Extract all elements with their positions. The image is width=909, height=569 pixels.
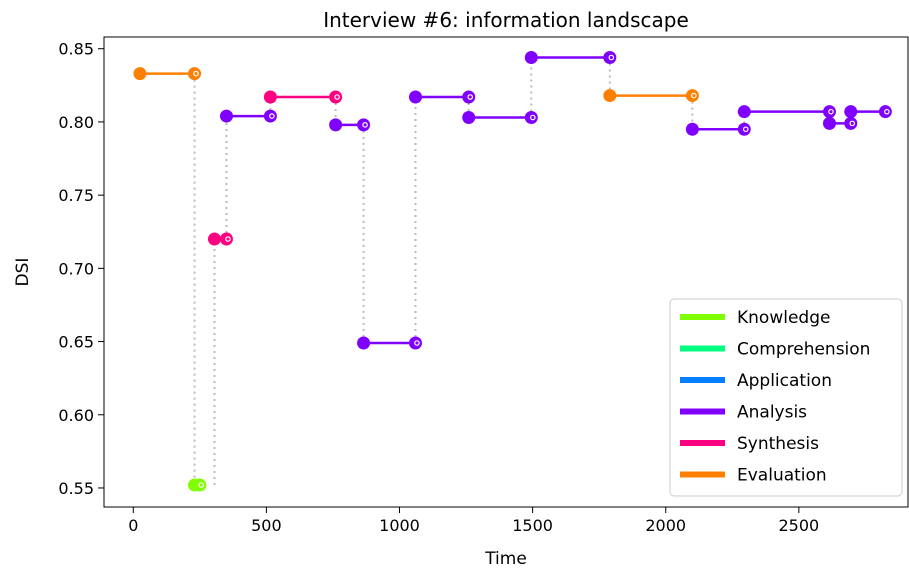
- y-axis-ticks: 0.55 0.60 0.65 0.70 0.75 0.80 0.85: [58, 40, 104, 498]
- segment-start-point: [219, 109, 233, 123]
- segment-end-point: [219, 232, 233, 246]
- segment-end-ring: [828, 108, 834, 115]
- segment-end-point: [878, 105, 892, 119]
- segment-start-point: [737, 105, 751, 119]
- x-tick-label: 0: [128, 516, 138, 535]
- segment-end-point: [329, 90, 343, 104]
- segment-analysis: [822, 116, 858, 130]
- y-tick-label: 0.60: [58, 406, 94, 425]
- segment-end-point: [685, 89, 699, 103]
- segment-end-point: [524, 111, 538, 125]
- segment-end-ring: [884, 108, 890, 115]
- legend-label: Analysis: [737, 403, 807, 423]
- segment-analysis: [685, 122, 751, 136]
- segment-end-point: [188, 67, 202, 81]
- segment-start-point: [357, 336, 371, 350]
- segment-end-ring: [529, 114, 536, 121]
- plot-frame: [103, 36, 909, 508]
- segment-end-ring: [414, 340, 420, 346]
- legend-item-comprehension: Comprehension: [680, 340, 870, 360]
- segment-end-point: [822, 105, 836, 119]
- segment-end-point: [193, 478, 207, 492]
- segment-evaluation: [133, 67, 202, 81]
- segment-start-point: [207, 232, 221, 246]
- y-tick-label: 0.70: [58, 259, 94, 278]
- chart-title: Interview #6: information landscape: [323, 8, 689, 32]
- segment-end-ring: [467, 94, 474, 100]
- segment-end-ring: [742, 126, 749, 133]
- legend-item-analysis: Analysis: [680, 403, 807, 423]
- y-tick-label: 0.55: [58, 479, 94, 498]
- segment-start-point: [822, 116, 836, 130]
- x-axis-ticks: 0 500 1000 1500 2000 2500: [128, 507, 819, 535]
- y-tick-label: 0.80: [58, 113, 94, 132]
- legend-label: Knowledge: [737, 308, 830, 328]
- legend-label: Synthesis: [737, 434, 819, 454]
- y-tick-label: 0.85: [58, 40, 94, 59]
- segment-start-point: [408, 90, 422, 104]
- segment-knowledge: [188, 478, 207, 492]
- legend-item-synthesis: Synthesis: [680, 434, 819, 454]
- segment-end-point: [357, 118, 371, 132]
- segment-end-ring: [225, 236, 231, 242]
- segment-end-point: [603, 50, 617, 64]
- segment-start-point: [329, 118, 343, 132]
- segment-end-ring: [269, 113, 275, 119]
- segment-end-ring: [608, 54, 615, 61]
- x-tick-label: 500: [251, 516, 282, 535]
- segment-end-ring: [362, 122, 368, 128]
- segment-start-point: [844, 105, 858, 119]
- segment-start-point: [524, 50, 538, 64]
- segment-start-point: [685, 122, 699, 136]
- segment-synthesis: [263, 90, 343, 104]
- segment-end-ring: [334, 94, 340, 100]
- data-segments: [133, 50, 892, 492]
- segment-end-point: [263, 109, 277, 123]
- segment-analysis: [408, 90, 476, 104]
- legend-box: [669, 298, 903, 497]
- segment-synthesis: [207, 232, 233, 246]
- segment-analysis: [219, 109, 277, 123]
- x-axis-label: Time: [484, 549, 527, 569]
- segment-analysis: [329, 118, 371, 132]
- segment-end-point: [844, 116, 858, 130]
- legend: Knowledge Comprehension Application Analysi…: [669, 298, 903, 497]
- segment-analysis: [357, 336, 422, 350]
- legend-label: Comprehension: [737, 340, 870, 360]
- segment-end-ring: [198, 482, 205, 488]
- segment-start-point: [263, 90, 277, 104]
- segment-start-point: [462, 111, 476, 125]
- segment-analysis: [524, 50, 617, 64]
- segment-start-point: [133, 67, 147, 81]
- segment-end-point: [737, 122, 751, 136]
- segment-end-point: [408, 336, 422, 350]
- legend-label: Application: [737, 371, 832, 391]
- segment-evaluation: [603, 89, 699, 103]
- segment-end-ring: [193, 70, 199, 77]
- connector-lines: [193, 57, 852, 486]
- x-tick-label: 1000: [379, 516, 420, 535]
- y-tick-label: 0.65: [58, 333, 94, 352]
- segment-end-ring: [849, 120, 856, 127]
- legend-item-application: Application: [680, 371, 832, 391]
- segment-analysis: [462, 111, 538, 125]
- legend-item-knowledge: Knowledge: [680, 308, 830, 328]
- segment-start-point: [603, 89, 617, 103]
- segment-analysis: [737, 105, 836, 119]
- y-tick-label: 0.75: [58, 186, 94, 205]
- segment-end-point: [462, 90, 476, 104]
- legend-label: Evaluation: [737, 466, 827, 486]
- x-tick-label: 1500: [512, 516, 553, 535]
- segment-analysis: [844, 105, 892, 119]
- x-tick-label: 2500: [778, 516, 819, 535]
- legend-item-evaluation: Evaluation: [680, 466, 827, 486]
- y-axis-label: DSI: [13, 258, 33, 287]
- x-tick-label: 2000: [645, 516, 686, 535]
- segment-end-ring: [691, 92, 697, 99]
